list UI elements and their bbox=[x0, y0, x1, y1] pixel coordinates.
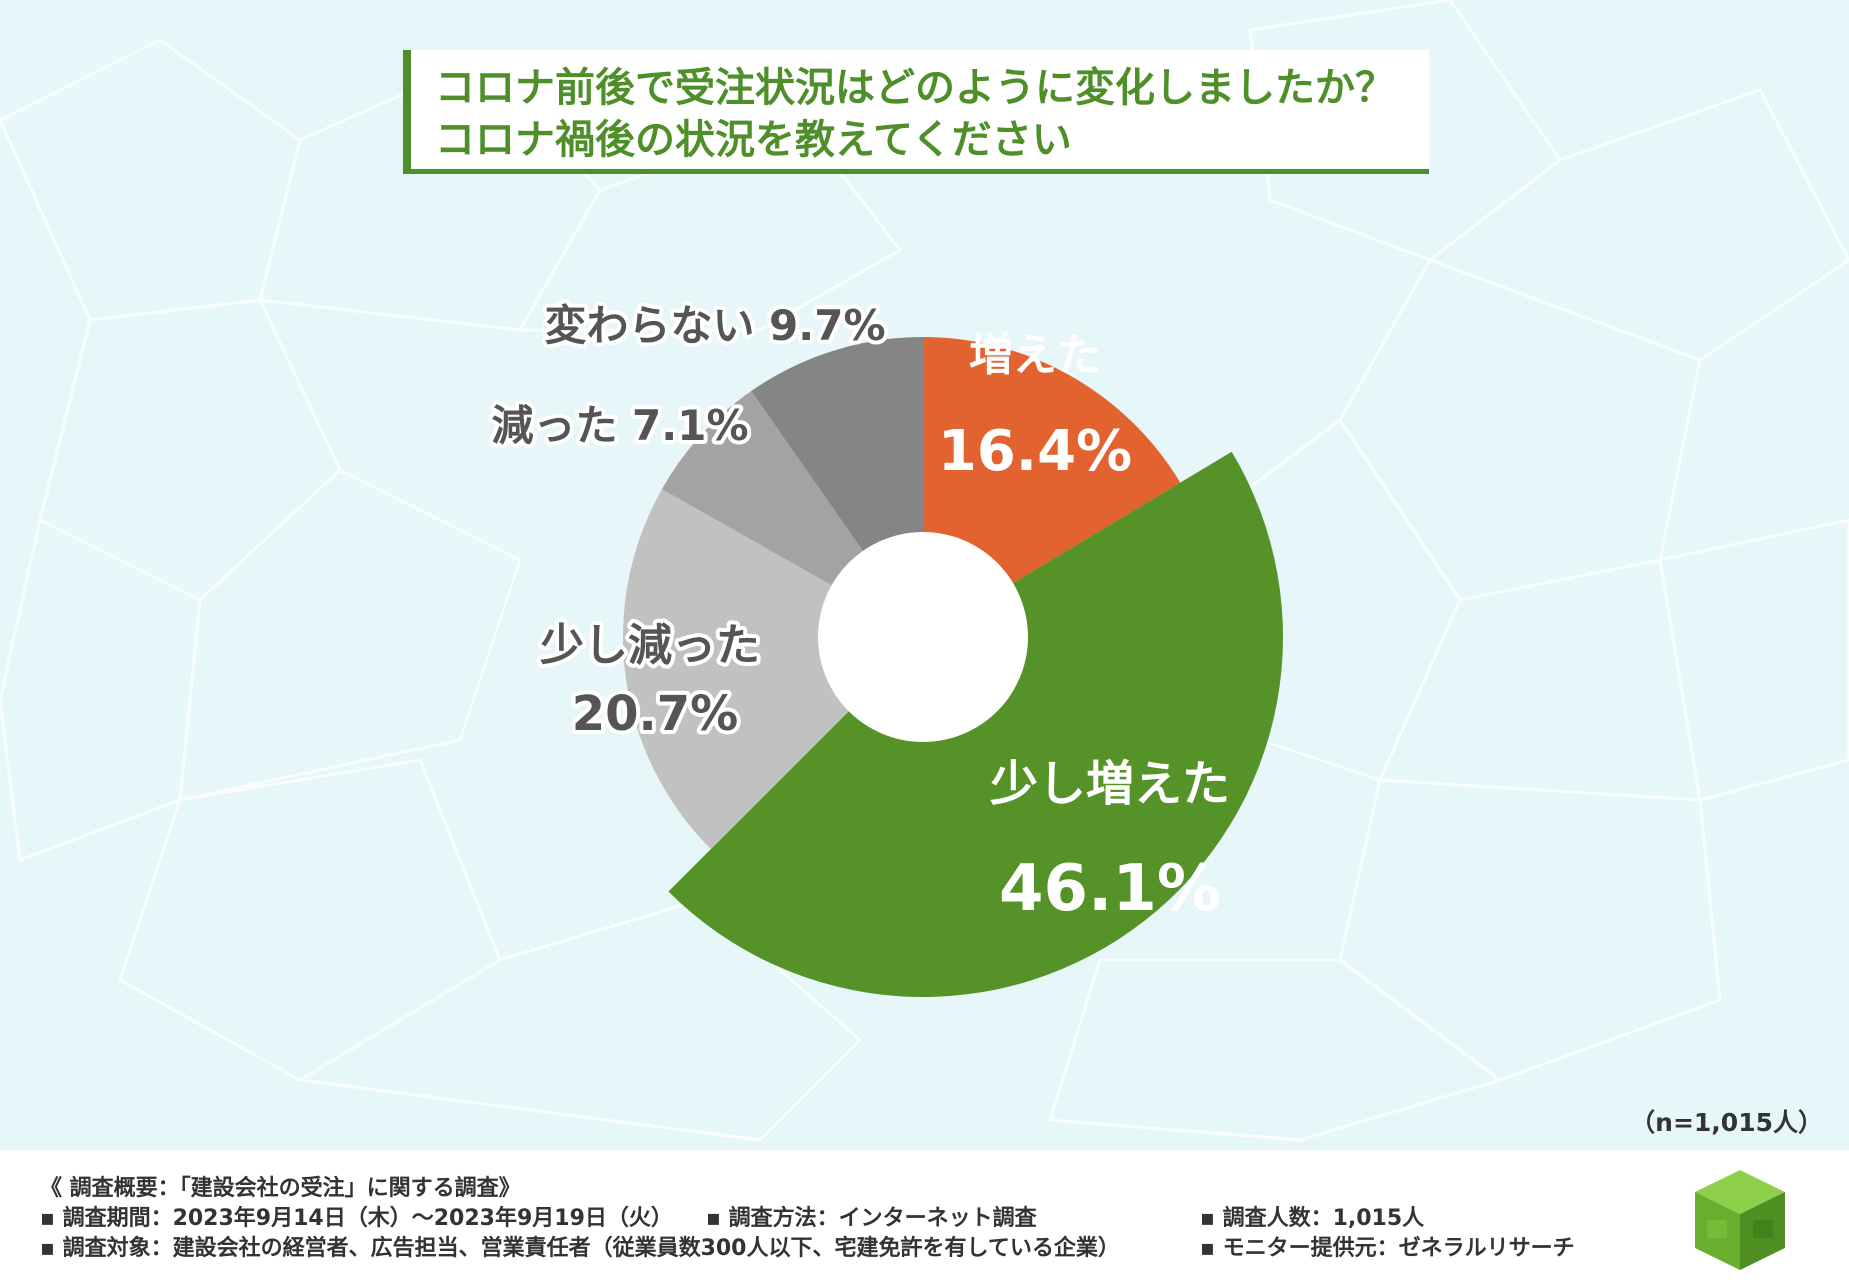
footer-count: ▪ 調査人数：1,015人 bbox=[1200, 1206, 1425, 1231]
footer-method: ▪ 調査方法：インターネット調査 bbox=[706, 1206, 1037, 1231]
slice-label-1: 増えた bbox=[969, 330, 1101, 381]
slice-label-5: 変わらない 9.7% bbox=[544, 301, 885, 350]
footer-heading: 《 調査概要：「建設会社の受注」に関する調査》 bbox=[40, 1176, 521, 1201]
question-title-box: コロナ前後で受注状況はどのように変化しましたか？ コロナ禍後の状況を教えてくださ… bbox=[403, 50, 1429, 174]
footer-target: ▪ 調査対象：建設会社の経営者、広告担当、営業責任者（従業員数300人以下、宅建… bbox=[40, 1236, 1120, 1261]
slice-label-4: 減った 7.1% bbox=[491, 401, 748, 450]
logo-cube-icon bbox=[1695, 1170, 1785, 1270]
slice-label-3: 少し減った bbox=[540, 620, 760, 671]
sample-size-note: （n=1,015人） bbox=[1630, 1108, 1823, 1137]
footer-provider: ▪ モニター提供元：ゼネラルリサーチ bbox=[1200, 1236, 1575, 1261]
donut-hole bbox=[818, 532, 1028, 742]
pie-slice-3 bbox=[623, 489, 923, 850]
survey-footer: 《 調査概要：「建設会社の受注」に関する調査》 ▪ 調査期間：2023年9月14… bbox=[0, 1150, 1849, 1280]
slice-label-2: 少し増えた bbox=[990, 756, 1230, 812]
slice-value-1: 16.4% bbox=[938, 419, 1132, 484]
slice-value-2: 46.1% bbox=[999, 852, 1221, 926]
footer-period: ▪ 調査期間：2023年9月14日（木）～2023年9月19日（火） bbox=[40, 1206, 673, 1231]
question-title-line2: コロナ禍後の状況を教えてください bbox=[435, 117, 1072, 163]
question-title-line1: コロナ前後で受注状況はどのように変化しましたか？ bbox=[435, 65, 1395, 111]
slice-value-3: 20.7% bbox=[572, 686, 739, 742]
